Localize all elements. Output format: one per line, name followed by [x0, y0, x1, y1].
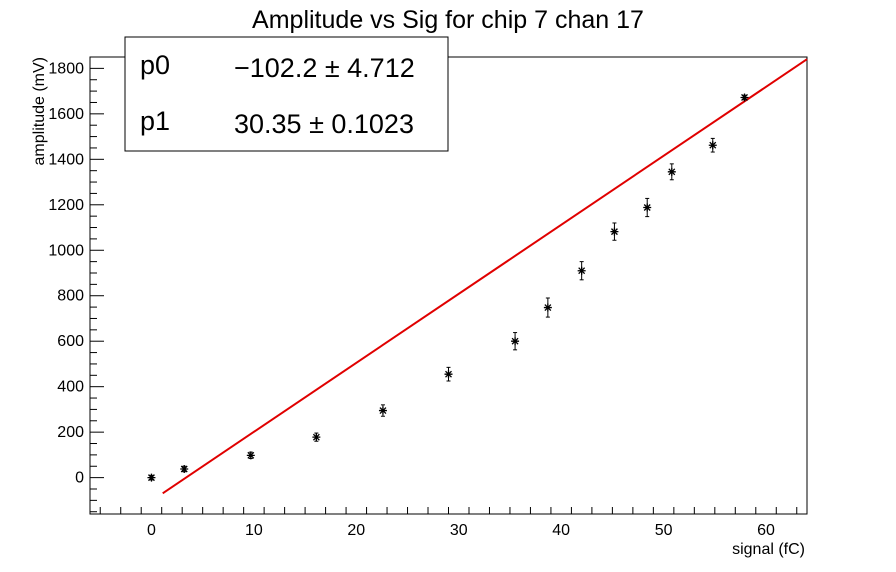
star-marker — [378, 406, 387, 415]
data-point — [147, 473, 156, 482]
star-marker — [708, 141, 717, 150]
y-tick-label: 200 — [57, 424, 84, 441]
data-point — [543, 297, 552, 318]
star-marker — [740, 93, 749, 102]
x-axis-label: signal (fC) — [732, 541, 805, 558]
x-tick-label: 10 — [245, 522, 263, 539]
y-tick-label: 1200 — [48, 197, 84, 214]
data-point — [610, 222, 619, 241]
star-marker — [312, 433, 321, 442]
data-point — [246, 451, 255, 460]
y-tick-label: 600 — [57, 333, 84, 350]
y-axis: 0 200 400 600 800 1000 1200 1400 1600 1800 — [48, 56, 104, 513]
fit-layer — [162, 58, 808, 495]
data-point — [378, 404, 387, 417]
data-point — [740, 93, 749, 102]
star-marker — [610, 227, 619, 236]
data-point — [312, 432, 321, 442]
stat-name-p1: p1 — [140, 106, 170, 136]
data-point — [511, 332, 520, 351]
y-tick-label: 0 — [75, 470, 84, 487]
y-tick-label: 1800 — [48, 60, 84, 77]
y-tick-label: 1000 — [48, 242, 84, 259]
star-marker — [643, 203, 652, 212]
fit-line — [162, 58, 808, 495]
data-point — [577, 261, 586, 281]
star-marker — [147, 473, 156, 482]
x-tick-label: 30 — [450, 522, 468, 539]
star-marker — [667, 167, 676, 176]
points-layer — [147, 93, 749, 482]
x-tick-label: 40 — [552, 522, 570, 539]
y-tick-label: 400 — [57, 379, 84, 396]
data-point — [667, 163, 676, 181]
star-marker — [444, 370, 453, 379]
data-point — [444, 366, 453, 382]
data-point — [708, 137, 717, 153]
data-point — [180, 464, 189, 473]
stat-value-p0: −102.2 ± 4.712 — [234, 53, 415, 83]
star-marker — [511, 337, 520, 346]
x-tick-label: 20 — [347, 522, 365, 539]
star-marker — [577, 266, 586, 275]
y-axis-label: amplitude (mV) — [31, 57, 48, 165]
fit-stats-box: p0 −102.2 ± 4.712 p1 30.35 ± 0.1023 — [124, 36, 449, 152]
x-axis: 0 10 20 30 40 50 60 — [99, 507, 798, 539]
stats-box-frame — [124, 36, 449, 152]
x-tick-label: 50 — [655, 522, 673, 539]
star-marker — [180, 464, 189, 473]
stat-name-p0: p0 — [140, 50, 170, 80]
x-tick-label: 0 — [147, 522, 156, 539]
x-tick-label: 60 — [757, 522, 775, 539]
chart-title: Amplitude vs Sig for chip 7 chan 17 — [252, 6, 644, 34]
data-point — [643, 197, 652, 218]
y-tick-label: 1600 — [48, 106, 84, 123]
star-marker — [543, 303, 552, 312]
stat-value-p1: 30.35 ± 0.1023 — [234, 109, 414, 139]
y-tick-label: 800 — [57, 288, 84, 305]
y-tick-label: 1400 — [48, 151, 84, 168]
star-marker — [246, 451, 255, 460]
